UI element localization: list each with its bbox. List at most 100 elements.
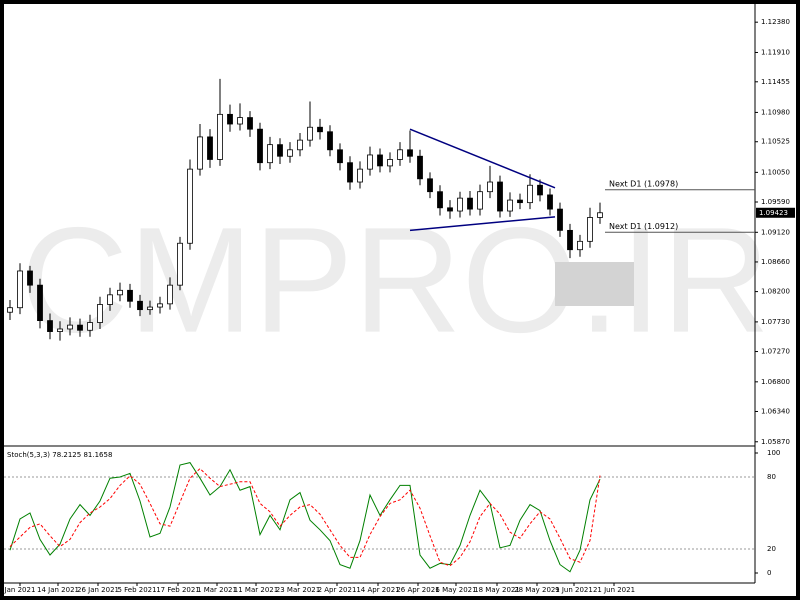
y-tick-label: 1.10525: [761, 138, 790, 146]
y-tick-label: 1.08200: [761, 288, 790, 296]
trendline: [409, 216, 556, 232]
x-tick-label: 1 Mar 2021: [197, 586, 237, 594]
candle-body: [257, 128, 263, 164]
x-tick-label: 14 Apr 2021: [356, 586, 399, 594]
candle-body: [247, 117, 253, 130]
candle-body: [407, 149, 413, 157]
candle-body: [67, 324, 73, 330]
candle-body: [7, 307, 13, 313]
x-tick-label: 14 Jan 2021: [37, 586, 79, 594]
x-tick-label: 21 Jun 2021: [593, 586, 635, 594]
candle-body: [187, 168, 193, 244]
y-tick-label: 1.09590: [761, 198, 790, 206]
price-label: 1.09423: [759, 209, 788, 217]
y-tick-label: 1.06340: [761, 407, 790, 415]
candle-body: [447, 207, 453, 212]
y-tick-label: 1.10980: [761, 108, 790, 116]
x-tick-label: Jan 2021: [4, 586, 36, 594]
candle-body: [567, 229, 573, 251]
candle-body: [307, 126, 313, 141]
candle-body: [197, 136, 203, 170]
candle-body: [47, 320, 53, 332]
candle-body: [357, 168, 363, 183]
candle-body: [527, 184, 533, 204]
y-tick-label: 1.08660: [761, 258, 790, 266]
stoch-k: 78.2125: [52, 451, 81, 459]
candle-body: [587, 217, 593, 242]
candle-body: [547, 194, 553, 210]
candle-body: [497, 181, 503, 212]
candle-body: [287, 149, 293, 157]
candle-body: [387, 159, 393, 167]
y-tick-label: 1.11455: [761, 78, 790, 86]
stoch-label: Stoch(5,3,3) 78.2125 81.1658: [7, 451, 112, 459]
x-tick-label: 6 May 2021: [435, 586, 476, 594]
candle-body: [87, 322, 93, 331]
candle-body: [457, 197, 463, 212]
candle-body: [127, 289, 133, 302]
y-tick-label: 100: [767, 449, 780, 457]
x-tick-label: 28 May 2021: [514, 586, 560, 594]
x-tick-label: 18 May 2021: [474, 586, 520, 594]
stoch-name: Stoch(5,3,3): [7, 451, 50, 459]
watermark: CMPRO.IR: [20, 196, 770, 364]
candle-body: [207, 136, 213, 160]
x-tick-label: 26 Apr 2021: [396, 586, 439, 594]
candle-body: [297, 139, 303, 151]
candle-body: [517, 199, 523, 204]
candle-body: [507, 199, 513, 212]
candle-body: [327, 131, 333, 151]
x-tick-label: 26 Jan 2021: [77, 586, 119, 594]
candle-body: [107, 294, 113, 305]
candle-body: [17, 270, 23, 309]
candle-body: [557, 208, 563, 231]
candle-body: [217, 113, 223, 160]
candle-body: [177, 242, 183, 286]
y-tick-label: 1.11910: [761, 48, 790, 56]
stoch-line: [9, 467, 601, 567]
candle-body: [27, 270, 33, 286]
level-label: Next D1 (1.0912): [609, 222, 678, 231]
y-tick-label: 1.07730: [761, 318, 790, 326]
candle-body: [347, 162, 353, 183]
candle-body: [537, 184, 543, 196]
candle-body: [267, 144, 273, 164]
y-tick-label: 1.07270: [761, 348, 790, 356]
y-tick-label: 1.06800: [761, 378, 790, 386]
y-tick-label: 0: [767, 569, 771, 577]
candle-body: [277, 144, 283, 157]
candle-body: [77, 324, 83, 331]
x-tick-label: 23 Mar 2021: [276, 586, 320, 594]
candle-body: [57, 328, 63, 332]
candle-body: [117, 289, 123, 296]
y-tick-label: 1.10050: [761, 168, 790, 176]
candle-body: [337, 149, 343, 164]
candle-body: [417, 155, 423, 180]
candle-body: [577, 240, 583, 251]
candle-body: [467, 197, 473, 210]
y-tick-label: 1.05870: [761, 438, 790, 446]
y-tick-label: 1.12380: [761, 18, 790, 26]
candle-body: [237, 117, 243, 125]
trendline: [409, 128, 556, 189]
candle-body: [477, 191, 483, 210]
shade-box: [555, 262, 634, 306]
x-tick-label: 5 Feb 2021: [117, 586, 156, 594]
x-tick-label: 9 Jun 2021: [555, 586, 593, 594]
candle-body: [487, 181, 493, 193]
y-tick-label: 80: [767, 473, 776, 481]
level-label: Next D1 (1.0978): [609, 179, 678, 188]
x-tick-label: 11 Mar 2021: [234, 586, 278, 594]
candle-body: [97, 304, 103, 323]
candle-body: [147, 306, 153, 311]
candle-body: [37, 284, 43, 322]
candle-body: [157, 303, 163, 308]
candle-body: [427, 178, 433, 193]
candle-body: [167, 284, 173, 305]
price-box: [756, 207, 795, 218]
x-tick-label: 17 Feb 2021: [156, 586, 200, 594]
y-tick-label: 20: [767, 545, 776, 553]
candle-body: [317, 126, 323, 133]
